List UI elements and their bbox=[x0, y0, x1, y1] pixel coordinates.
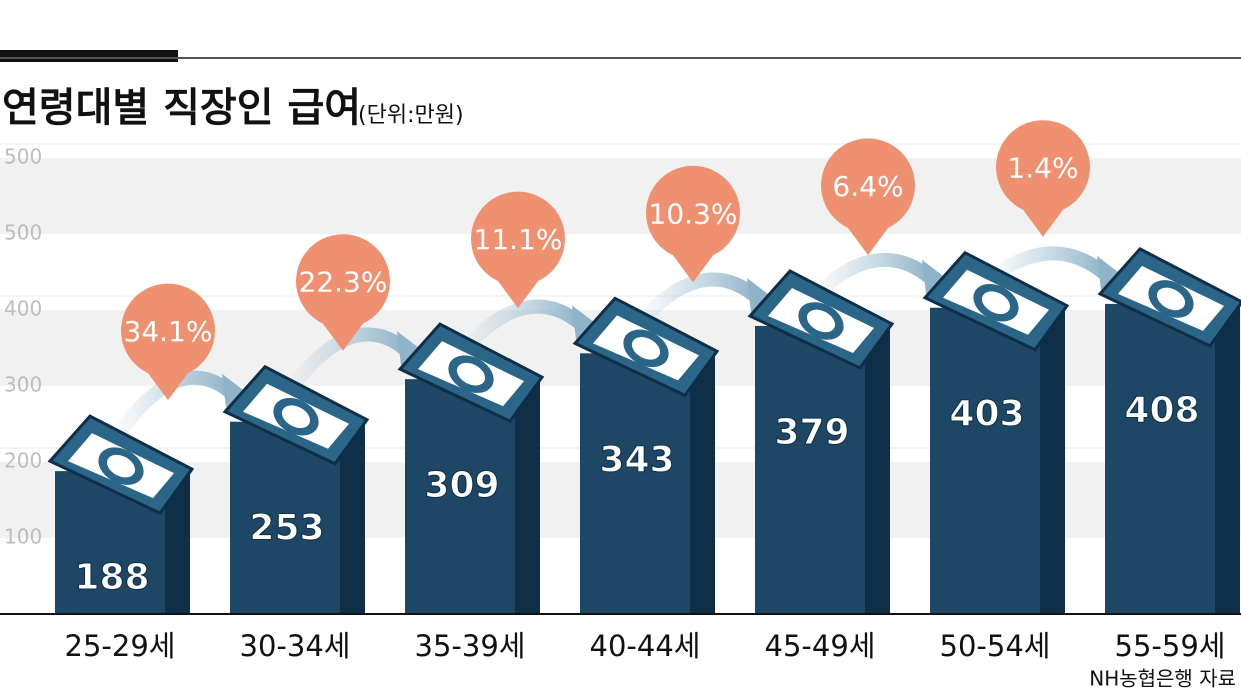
money-coin-inner bbox=[631, 337, 661, 360]
arrow-head bbox=[222, 373, 248, 408]
growth-bubble bbox=[645, 165, 740, 283]
money-coin-inner bbox=[1156, 287, 1186, 311]
bar-side bbox=[865, 321, 890, 614]
x-tick-label: 45-49세 bbox=[765, 629, 876, 663]
growth-arrow bbox=[629, 272, 760, 333]
growth-label: 34.1% bbox=[124, 315, 213, 348]
value-label: 188 bbox=[74, 557, 149, 598]
y-tick-label: 500 bbox=[4, 221, 42, 245]
growth-bubble bbox=[820, 138, 916, 255]
value-label: 379 bbox=[774, 412, 849, 453]
money-coin-inner bbox=[806, 309, 836, 333]
bar bbox=[1105, 303, 1215, 614]
growth-label: 6.4% bbox=[832, 170, 903, 203]
value-label: 408 bbox=[1124, 390, 1199, 431]
bar-side bbox=[165, 467, 190, 614]
title-bar bbox=[0, 50, 178, 62]
money-coin-inner bbox=[106, 454, 136, 478]
y-tick-label: 300 bbox=[4, 373, 42, 397]
bar-side bbox=[690, 349, 715, 614]
source: NH농협은행 자료 bbox=[1089, 667, 1236, 691]
arrow-head bbox=[1097, 255, 1123, 290]
x-tick-label: 55-59세 bbox=[1115, 629, 1226, 663]
chart-subtitle: (단위:만원) bbox=[358, 103, 464, 128]
bar-side bbox=[340, 417, 365, 614]
money-coin-inner bbox=[456, 362, 486, 386]
bar bbox=[405, 379, 515, 614]
growth-bubble bbox=[471, 191, 565, 309]
value-label: 403 bbox=[949, 394, 1024, 435]
arrow-head bbox=[572, 305, 598, 340]
growth-bubble bbox=[295, 234, 390, 351]
y-tick-label: 200 bbox=[4, 449, 42, 473]
bar bbox=[930, 307, 1040, 614]
value-label: 309 bbox=[424, 465, 499, 506]
arrow-head bbox=[922, 259, 948, 294]
value-label: 253 bbox=[249, 508, 324, 549]
bar bbox=[755, 325, 865, 614]
growth-arrow bbox=[804, 252, 935, 306]
x-tick-label: 30-34세 bbox=[240, 629, 351, 663]
growth-bubble bbox=[995, 120, 1090, 237]
value-label: 343 bbox=[599, 439, 674, 480]
growth-label: 11.1% bbox=[474, 223, 563, 256]
x-tick-label: 40-44세 bbox=[590, 629, 701, 663]
x-tick-label: 50-54세 bbox=[940, 629, 1051, 663]
money-coin-inner bbox=[281, 405, 311, 429]
growth-label: 22.3% bbox=[299, 266, 388, 299]
bar bbox=[580, 353, 690, 614]
y-tick-label: 500 bbox=[4, 145, 42, 169]
money-coin-inner bbox=[981, 291, 1011, 315]
growth-bubble bbox=[120, 283, 215, 401]
growth-label: 1.4% bbox=[1007, 152, 1078, 185]
bar-side bbox=[1215, 299, 1240, 614]
y-tick-label: 100 bbox=[4, 525, 42, 549]
arrow-head bbox=[397, 331, 423, 366]
y-tick-label: 400 bbox=[4, 297, 42, 321]
chart-title: 연령대별 직장인 급여 bbox=[2, 85, 361, 131]
bar-side bbox=[1040, 303, 1065, 614]
bar-side bbox=[515, 375, 540, 614]
growth-arrow bbox=[454, 299, 585, 359]
x-tick-label: 35-39세 bbox=[415, 629, 526, 663]
growth-label: 10.3% bbox=[649, 197, 738, 230]
arrow-head bbox=[747, 277, 773, 312]
x-tick-label: 25-29세 bbox=[65, 629, 176, 663]
